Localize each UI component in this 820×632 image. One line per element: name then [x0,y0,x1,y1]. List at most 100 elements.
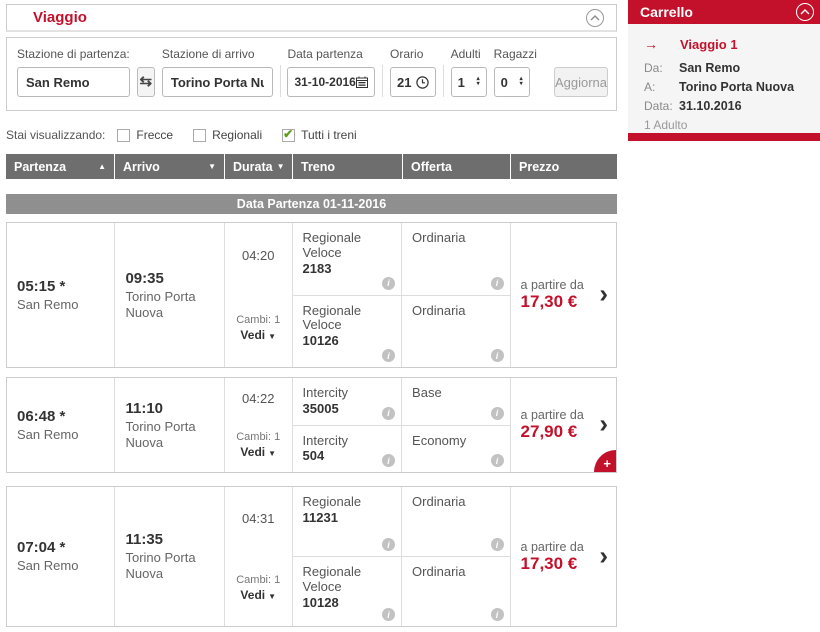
form-divider [443,65,444,97]
info-icon[interactable]: i [382,454,396,467]
cart-date-row: Data: 31.10.2016 [644,99,812,113]
price-value: 17,30 € [520,553,578,573]
departure-cell: 07:04 * San Remo [7,487,116,626]
promo-plus-badge[interactable]: + [594,450,616,472]
info-icon[interactable]: i [490,406,504,420]
results-column: Viaggio Stazione di partenza: ⇆ Stazione… [6,4,617,627]
departure-cell: 05:15 * San Remo [7,223,116,367]
info-icon[interactable]: i [382,538,396,551]
children-label: Ragazzi [493,47,537,61]
update-button[interactable]: Aggiorna [553,67,609,97]
offer-cell: Base i [402,378,510,425]
cart-body: → Viaggio 1 Da: San Remo A: Torino Porta… [628,24,820,133]
filter-frecce-label: Frecce [136,128,174,142]
train-cell: Regionale Veloce 10126 i [293,295,403,367]
cart-footer-bar [628,133,820,141]
offer-name: Base [412,385,442,400]
cart-from-row: Da: San Remo [644,61,812,75]
search-form: Stazione di partenza: ⇆ Stazione di arri… [6,37,617,111]
train-cell: Regionale Veloce 10128 i [293,557,403,626]
arrival-station-label: Stazione di arrivo [161,47,255,61]
departure-date-input[interactable]: 31-10-2016 [287,67,376,97]
train-number: 10126 [302,333,339,349]
form-divider [279,65,281,97]
select-row-chevron-icon[interactable]: › [599,278,608,309]
arrival-station-input[interactable] [161,67,273,97]
departure-station-input[interactable] [17,67,130,97]
checkbox-checked-icon[interactable]: ✔ [282,126,296,142]
collapse-viaggio-button[interactable] [586,8,604,27]
stepper-arrows-icon[interactable]: ▴ ▾ [519,76,523,87]
checkbox-icon[interactable]: ✔ [117,128,131,142]
right-arrow-icon: → [644,36,658,52]
swap-icon: ⇆ [139,73,153,90]
price-block: a partire da 27,90 € [521,408,584,442]
info-icon[interactable]: i [382,608,396,621]
cart-to-label: A: [644,80,656,94]
vedi-link[interactable]: Vedi ▼ [240,588,277,602]
departure-station-field: Stazione di partenza: [17,47,130,97]
vedi-link[interactable]: Vedi ▼ [240,327,277,342]
vedi-link[interactable]: Vedi ▼ [240,445,277,460]
column-header-prezzo: Prezzo [519,159,560,174]
info-icon[interactable]: i [490,276,504,290]
time-input[interactable]: 21 [390,67,437,97]
info-icon[interactable]: i [490,538,504,551]
info-icon[interactable]: i [382,349,396,362]
train-cell: Intercity 35005 i [293,378,403,425]
filter-tutti-i-treni[interactable]: ✔ Tutti i treni [282,126,357,142]
changes-block: Cambi: 1 Vedi ▼ [236,574,280,602]
column-header-durata[interactable]: Durata ▼ [225,154,293,179]
changes-count: Cambi: 1 [236,313,281,326]
column-header-partenza[interactable]: Partenza ▲ [6,154,115,179]
offer-cell: Ordinaria i [402,557,510,626]
filter-frecce[interactable]: ✔ Frecce [117,128,173,142]
select-row-chevron-icon[interactable]: › [599,408,608,439]
result-row-3[interactable]: 07:04 * San Remo 11:35 Torino Porta Nuov… [6,486,617,627]
departure-date-label: Data partenza [287,47,363,61]
info-icon[interactable]: i [490,608,504,621]
price-cell[interactable]: a partire da 27,90 € › + [511,378,616,472]
filter-regionali[interactable]: ✔ Regionali [193,128,262,142]
sort-asc-icon[interactable]: ▲ [98,162,106,171]
price-cell[interactable]: a partire da 17,30 € › [511,487,616,626]
swap-stations-button[interactable]: ⇆ [136,67,155,97]
select-row-chevron-icon[interactable]: › [599,539,608,570]
segment: Intercity 504 i Economy i [293,425,510,472]
train-type: Regionale Veloce [302,302,362,333]
cart-from-value: San Remo [679,61,741,75]
cart-trip-row: → Viaggio 1 [644,36,812,52]
duration-cell: 04:20 Cambi: 1 Vedi ▼ [225,223,293,367]
offer-name: Ordinaria [412,230,466,245]
duration-cell: 04:31 Cambi: 1 Vedi ▼ [225,487,293,626]
arrival-station: Torino Porta Nuova [125,288,196,320]
stepper-arrows-icon[interactable]: ▴ ▾ [476,76,480,87]
info-icon[interactable]: i [382,276,396,290]
clock-icon [416,75,429,89]
train-cell: Regionale Veloce 2183 i [293,223,403,295]
changes-count: Cambi: 1 [236,574,281,586]
info-icon[interactable]: i [382,406,396,420]
collapse-cart-button[interactable] [796,3,814,21]
segment: Regionale 11231 i Ordinaria i [292,487,510,557]
result-row-2[interactable]: 06:48 * San Remo 11:10 Torino Porta Nuov… [6,377,617,473]
train-type: Intercity [302,385,349,400]
train-filters: Stai visualizzando: ✔ Frecce ✔ Regionali… [6,126,617,143]
price-prefix: a partire da [520,539,584,554]
column-header-arrivo[interactable]: Arrivo ▼ [115,154,225,179]
sort-desc-icon[interactable]: ▼ [208,162,216,171]
results-table-header: Partenza ▲ Arrivo ▼ Durata ▼ Treno Offer… [6,154,617,179]
children-stepper[interactable]: 0 ▴ ▾ [493,67,530,97]
checkbox-icon[interactable]: ✔ [193,128,207,142]
departure-time: 05:15 * [17,277,66,295]
arrival-cell: 11:10 Torino Porta Nuova [115,378,225,472]
sort-desc-icon[interactable]: ▼ [276,162,285,171]
price-cell[interactable]: a partire da 17,30 € › [511,223,616,367]
adults-stepper[interactable]: 1 ▴ ▾ [450,67,487,97]
viaggio-panel-header: Viaggio [6,4,617,32]
adults-field: Adulti 1 ▴ ▾ [450,47,487,97]
departure-station: San Remo [17,296,79,312]
info-icon[interactable]: i [490,454,504,467]
result-row-1[interactable]: 05:15 * San Remo 09:35 Torino Porta Nuov… [6,222,617,368]
info-icon[interactable]: i [490,349,504,362]
